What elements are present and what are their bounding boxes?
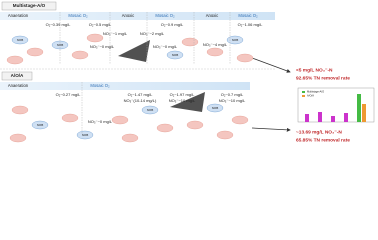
bacteria (71, 50, 89, 60)
no3-label: NO₃⁻~10 mg/L (219, 98, 246, 103)
top-title: Multistage-A/O (13, 3, 46, 8)
bacteria (216, 130, 234, 140)
o2-label: O₂~0.9 mg/L (161, 22, 184, 27)
top-band (0, 12, 275, 20)
result-removal: 65.85% TN removal rate (296, 137, 350, 143)
bacteria (9, 133, 27, 143)
legend-swatch (302, 95, 305, 97)
bottom-title: A/O/A (11, 73, 24, 78)
o2-label: O₂~1.06 mg/L (238, 22, 264, 27)
bacteria (186, 120, 204, 130)
zone-label: Anaeration (8, 83, 29, 88)
wedge (170, 92, 205, 112)
no3-label: NO₃⁻~4 mg/L (203, 42, 228, 47)
legend-label: A/O/A (307, 94, 314, 98)
no3-label: NO₃⁻~2 mg/L (140, 31, 165, 36)
zone-label: Mosaic O₂ (155, 13, 175, 18)
zone-label: Anaeration (8, 13, 29, 18)
top-title-box (1, 1, 57, 11)
bacteria (206, 103, 224, 113)
no3-label: NO₃⁻~0 mg/L (88, 119, 113, 124)
zone-label: Anoxic (122, 13, 135, 18)
bacteria (156, 123, 174, 133)
bacteria (6, 55, 24, 65)
bacteria (206, 47, 224, 57)
bacteria-label: NOB (232, 38, 239, 42)
zone-label: Mosaic O₂ (68, 13, 88, 18)
bacteria (31, 120, 49, 130)
bacteria-label: NOB (147, 108, 154, 112)
arrow (251, 57, 291, 73)
no3-label: NO₃⁻~10 mg/L (169, 98, 196, 103)
no3-label: NO₃⁻(10-14 mg/L) (124, 98, 157, 103)
mini-chart (297, 87, 375, 123)
bacteria (11, 105, 29, 115)
arrow (251, 127, 291, 132)
bacteria (76, 130, 94, 140)
wedge (118, 40, 150, 62)
bacteria (86, 33, 104, 43)
bacteria (181, 37, 199, 47)
result-nitrate: <5 mg/L NO₃⁻-N (296, 67, 333, 73)
bacteria (141, 105, 159, 115)
o2-label: O₂~0.7 mg/L (221, 92, 244, 97)
no3-label: NO₃⁻~1 mg/L (103, 31, 128, 36)
o2-label: O₂~0.39 mg/L (46, 22, 72, 27)
mini-bars (305, 94, 366, 122)
bacteria (226, 35, 244, 45)
o2-label: O₂~1.47 mg/L (128, 92, 154, 97)
zone-label: Mosaic O₂ (238, 13, 258, 18)
bacteria (61, 113, 79, 123)
bacteria-label: NOB (172, 53, 179, 57)
legend-label: Multistage-A/O (307, 90, 324, 94)
bacteria-label: NOB (212, 106, 219, 110)
bacteria (166, 50, 184, 60)
bacteria (11, 35, 29, 45)
result-removal: 92.65% TN removal rate (296, 75, 350, 81)
zone-label: Mosaic O₂ (90, 83, 110, 88)
bacteria (26, 47, 44, 57)
result-nitrate: ~13.69 mg/L NO₃⁻-N (296, 129, 342, 135)
bacteria (231, 115, 249, 125)
bottom-band (0, 82, 250, 90)
bottom-title-box (1, 71, 33, 81)
o2-label: O₂~0.27 mg/L (56, 92, 82, 97)
bacteria-label: NOB (17, 38, 24, 42)
no3-label: NO₃⁻~0 mg/L (153, 44, 178, 49)
legend-swatch (302, 91, 305, 93)
no3-label: NO₃⁻~0 mg/L (90, 44, 115, 49)
bacteria-label: NOB (82, 133, 89, 137)
bacteria (111, 115, 129, 125)
o2-label: O₂~0.5 mg/L (89, 22, 112, 27)
bacteria (121, 133, 139, 143)
o2-label: O₂~1.97 mg/L (170, 92, 196, 97)
diagram: Multistage-A/O A/O/A Multistage-A/O A/O/… (0, 1, 375, 143)
zone-label: Anoxic (206, 13, 219, 18)
bacteria (236, 53, 254, 63)
bacteria-label: NOB (37, 123, 44, 127)
